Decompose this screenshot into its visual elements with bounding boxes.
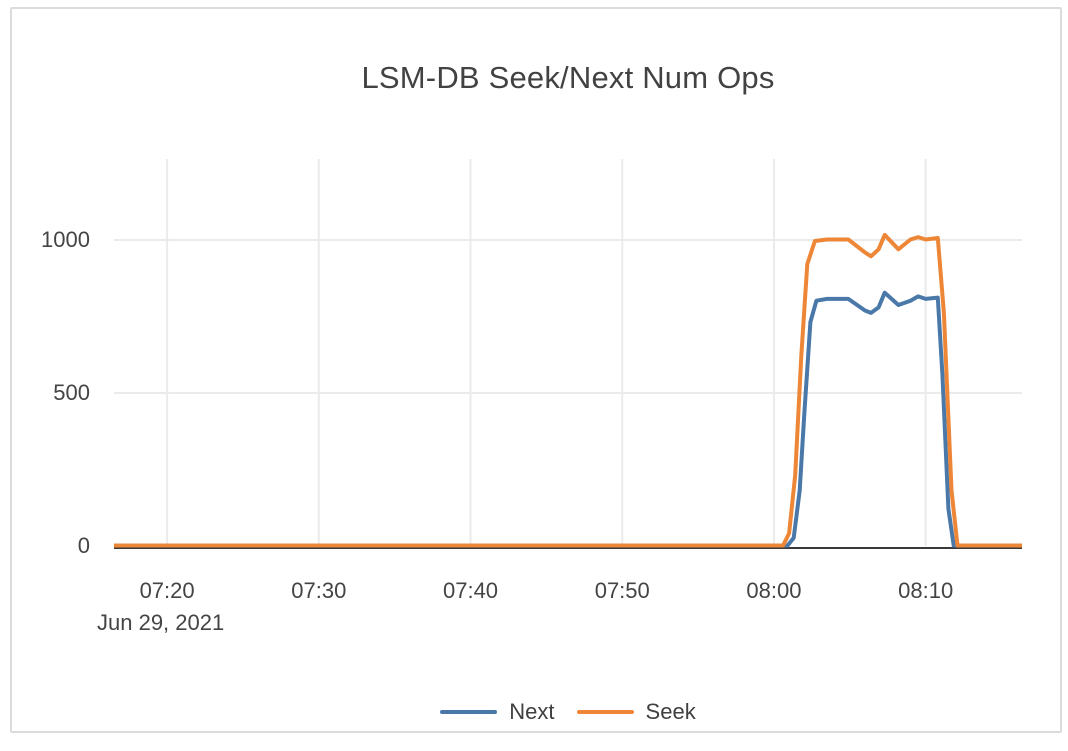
legend-line-swatch [576,710,634,714]
x-tick-label: 08:10 [898,578,954,603]
y-tick-label: 500 [53,379,90,405]
legend-label: Next [509,699,555,724]
chart-card: LSM-DB Seek/Next Num Ops 0 500 1000 07:20 0… [10,7,1062,733]
x-tick-label: 07:40 [442,578,499,603]
x-axis-date-label: Jun 29, 2021 [97,610,225,635]
plot-area[interactable] [12,9,1068,751]
legend-label: Seek [645,699,696,724]
x-tick-label: 08:00 [746,578,802,603]
x-tick-label: 07:30 [291,578,347,603]
series-line-next[interactable] [114,290,1022,548]
series-line-seek[interactable] [114,232,1022,548]
y-tick-label: 0 [77,532,90,558]
legend-item-seek[interactable]: Seek [576,699,696,725]
y-tick-label: 1000 [41,226,90,252]
x-tick-label: 07:50 [594,578,650,603]
x-tick-label: 07:20 [139,578,195,603]
legend-item-next[interactable]: Next [440,699,555,725]
chart-title: LSM-DB Seek/Next Num Ops [361,60,775,95]
legend: Next Seek [114,699,1022,725]
legend-line-swatch [440,710,498,714]
